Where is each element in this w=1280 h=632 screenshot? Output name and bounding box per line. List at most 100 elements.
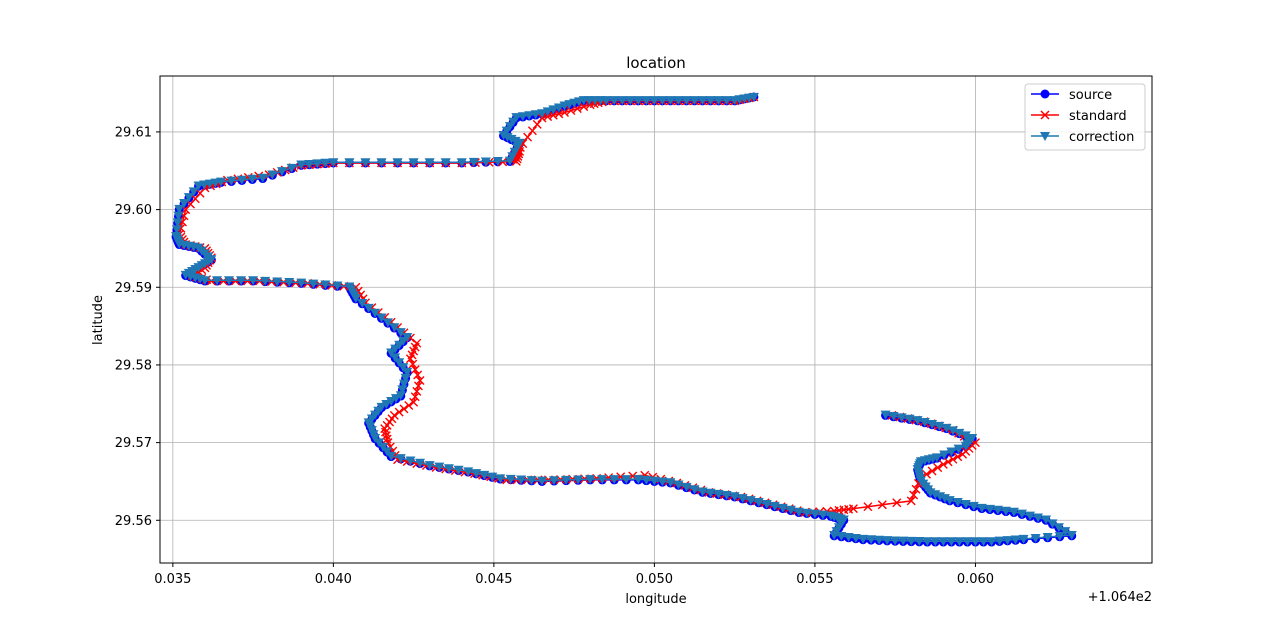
data-point-correction [390,353,401,363]
data-point-correction [1000,506,1011,516]
y-tick-label: 29.61 [115,125,152,140]
data-point-correction [248,276,259,286]
data-point-correction [1033,513,1044,523]
series-line-standard [178,96,977,514]
y-tick-label: 29.58 [115,358,152,373]
series-standard [174,92,980,518]
data-point-correction [922,537,933,547]
data-point-correction [226,176,237,186]
data-point-correction [211,276,222,286]
data-point-correction [665,478,676,488]
data-point-correction [332,281,343,291]
data-point-correction [657,477,668,487]
data-point-correction [617,96,628,106]
data-point-correction [633,475,644,485]
data-point-correction [585,475,596,485]
data-point-correction [697,487,708,497]
data-point-correction [390,394,401,404]
y-axis-label: latitude [91,295,106,345]
legend-entry-standard: standard [1031,109,1127,124]
data-point-correction [939,450,950,460]
data-point-correction [386,397,397,407]
data-point-correction [398,363,409,373]
data-point-correction [308,279,319,289]
data-point-standard [560,108,569,118]
y-tick-label: 29.59 [115,281,152,296]
data-point-correction [172,218,183,228]
data-point-correction [395,391,406,401]
data-point-standard [933,463,943,473]
data-point-correction [183,193,194,203]
data-point-correction [284,278,295,288]
data-point-correction [381,399,392,409]
data-point-standard [408,359,418,369]
data-point-correction [705,488,716,498]
data-point-correction [344,158,355,168]
data-point-correction [179,198,190,208]
data-point-correction [976,503,987,513]
data-point-correction [492,157,503,167]
data-point-standard [413,381,423,391]
legend-standard-label: standard [1069,109,1127,124]
data-point-standard [554,109,564,119]
data-point-correction [257,173,268,183]
data-point-correction [641,475,652,485]
data-point-standard [953,452,963,462]
legend-box [1024,83,1146,151]
data-point-correction [382,318,393,328]
data-point-correction [1010,535,1021,545]
data-point-correction [561,475,572,485]
data-point-correction [874,535,885,545]
legend: source standard correction [1024,83,1146,151]
data-point-correction [440,158,451,168]
data-point-correction [777,503,788,513]
data-point-correction [930,537,941,547]
data-point-standard [938,459,948,469]
data-point-correction [1041,515,1052,525]
data-point-correction [549,476,560,486]
data-point-correction [657,96,668,106]
data-point-correction [1066,531,1077,541]
data-point-correction [960,431,971,441]
x-tick-label: 0.035 [154,572,191,587]
data-point-correction [386,348,397,358]
data-point-correction [986,537,997,547]
data-point-correction [968,501,979,511]
data-point-correction [681,482,692,492]
data-point-correction [978,537,989,547]
data-point-correction [236,175,247,185]
data-point-correction [952,498,963,508]
data-point-standard [380,424,390,434]
data-point-standard [848,504,858,514]
data-point-correction [328,158,339,168]
data-point-correction [953,444,964,454]
data-point-correction [665,96,676,106]
data-point-standard [382,434,392,444]
x-tick-label: 0.050 [636,572,673,587]
data-point-correction [415,458,426,468]
data-point-correction [526,476,537,486]
data-point-correction [312,159,323,169]
data-point-correction [1018,534,1029,544]
data-point-correction [424,461,435,471]
data-point-correction [946,447,957,457]
data-point-standard [927,466,937,476]
data-point-correction [389,323,400,333]
data-point-standard [381,427,391,437]
data-point-correction [260,276,271,286]
data-point-correction [673,96,684,106]
chart-title: location [626,54,686,72]
y-axis-ticks: 29.56 29.57 29.58 29.59 29.60 29.61 [115,125,160,529]
data-point-correction [729,492,740,502]
data-point-correction [914,537,925,547]
data-point-correction [697,96,708,106]
data-point-correction [947,426,958,436]
data-point-correction [992,505,1003,515]
data-point-correction [896,413,907,423]
data-point-standard [906,496,916,506]
data-point-standard [543,112,553,122]
data-point-correction [597,475,608,485]
data-point-correction [370,308,381,318]
data-point-standard [892,498,902,508]
